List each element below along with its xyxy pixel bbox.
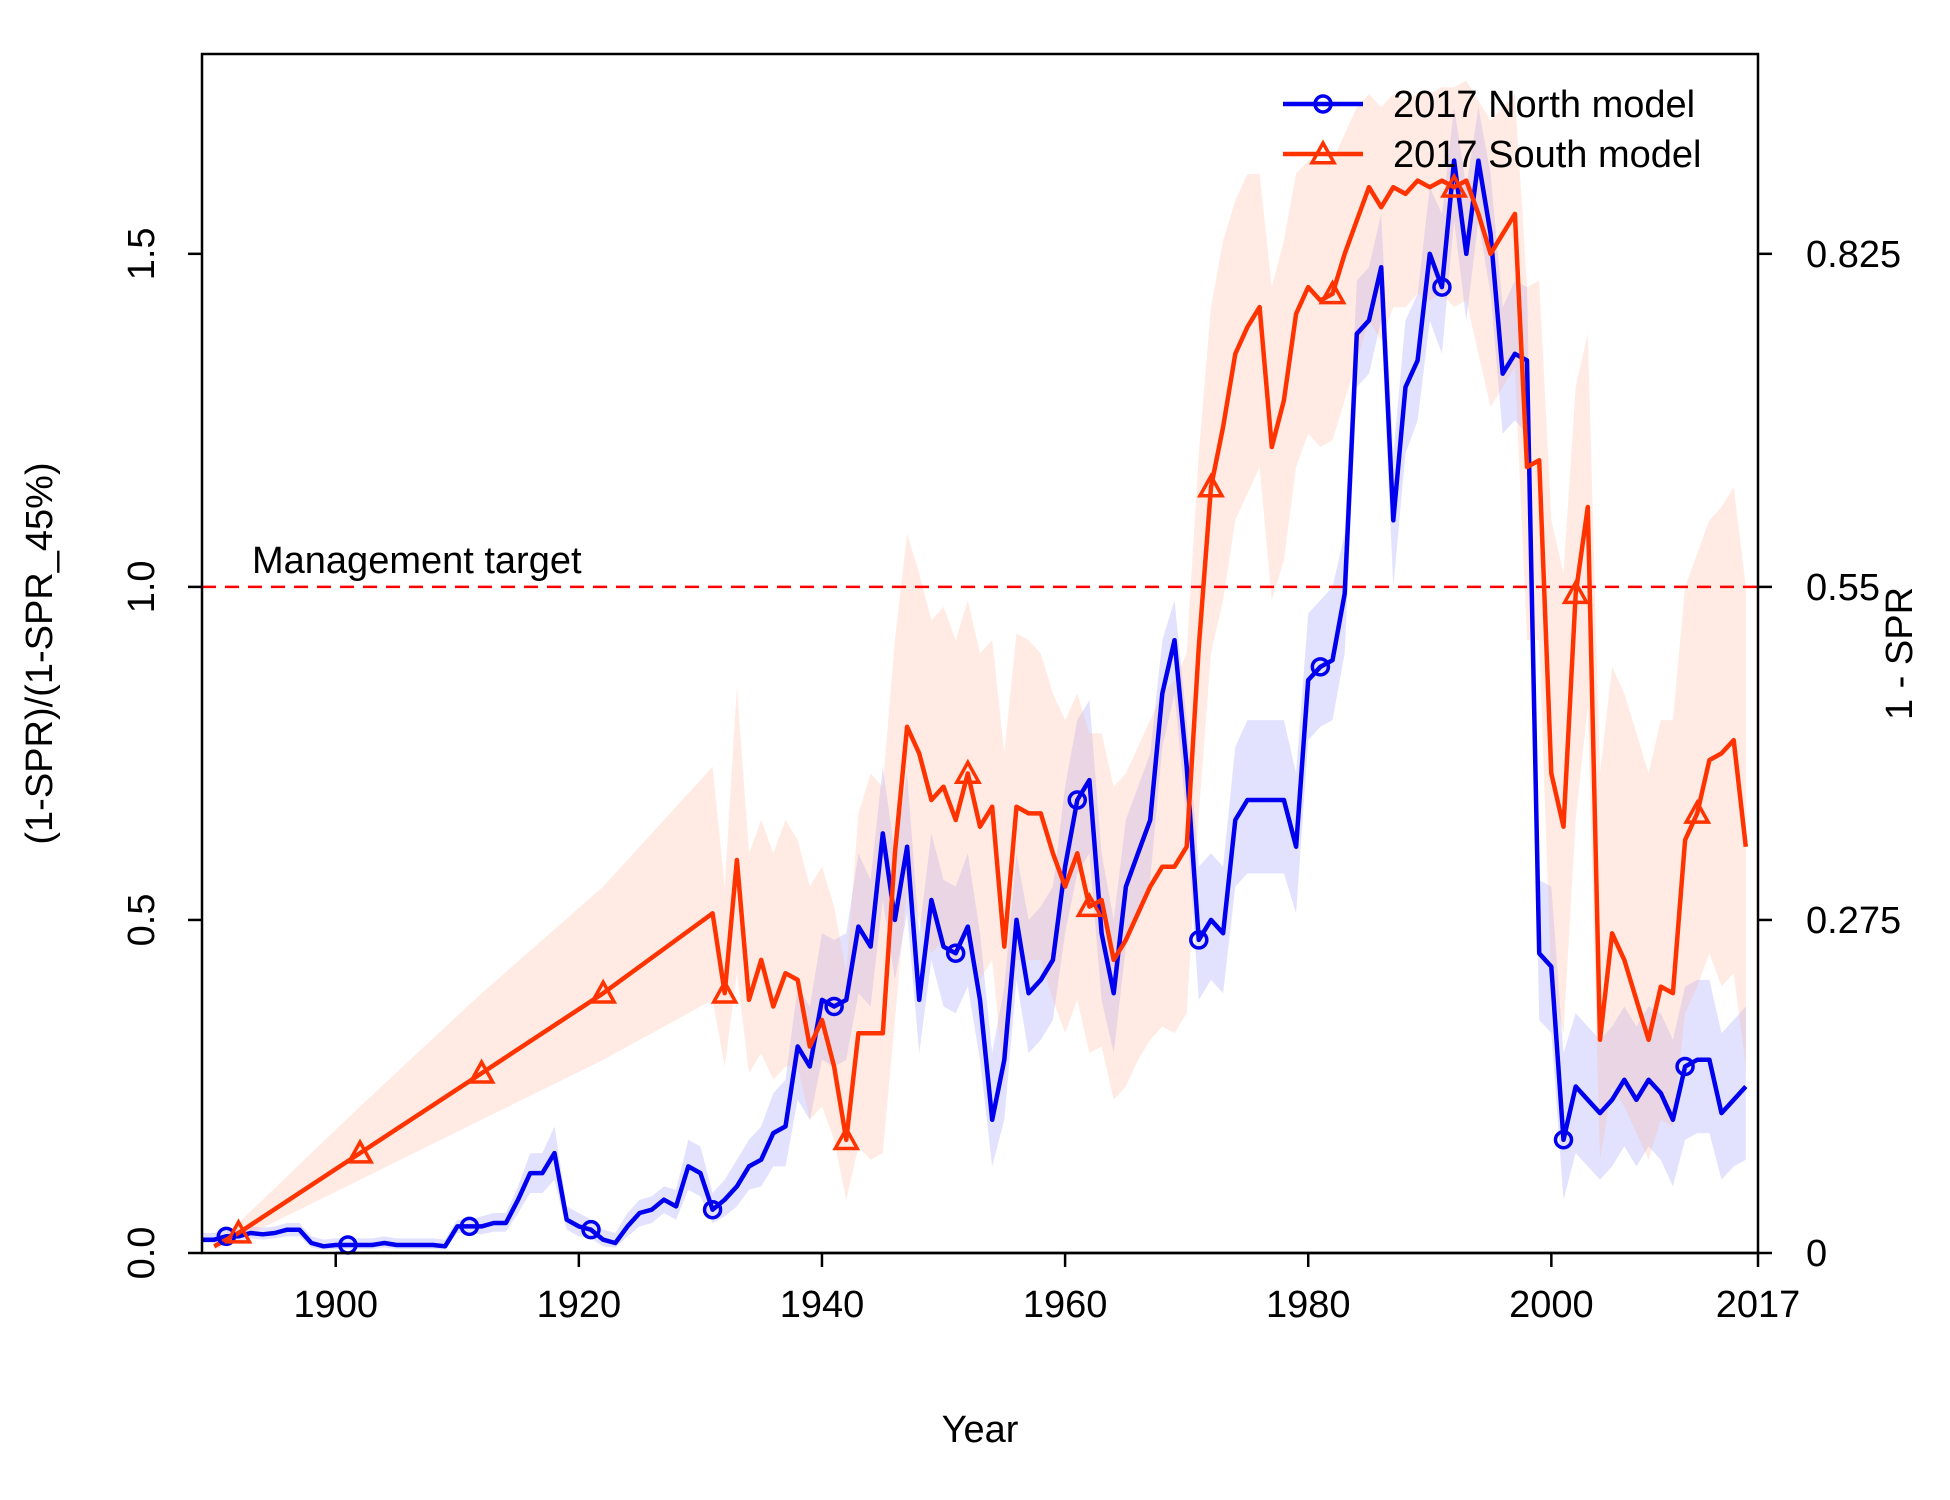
data-point-marker (467, 1058, 496, 1084)
x-axis: 1900 1920 1940 1960 1980 2000 2017 (293, 1251, 1801, 1326)
data-point-marker (1067, 790, 1087, 810)
data-point-marker (1561, 578, 1590, 605)
confidence-band-0 (202, 107, 1746, 1250)
data-point-marker (1432, 277, 1452, 297)
legend-label: 2017 North model (1393, 84, 1695, 126)
y2-tick-label: 0 (1806, 1233, 1827, 1275)
y2-tick-label: 0.275 (1806, 900, 1901, 942)
data-point-marker (832, 1125, 861, 1151)
data-point-marker (1075, 892, 1104, 918)
data-point-marker (1675, 1056, 1695, 1077)
series-lines (202, 158, 1749, 1249)
y-tick-label: 0.0 (121, 1227, 163, 1280)
data-point-marker (1310, 657, 1331, 677)
y2-tick-label: 0.825 (1806, 234, 1901, 276)
data-point-marker (1189, 930, 1209, 950)
x-tick-label: 1900 (293, 1284, 378, 1326)
y-tick-label: 1.5 (121, 227, 163, 280)
data-point-marker (216, 1226, 237, 1247)
x-tick-label: 2017 (1716, 1284, 1801, 1326)
data-point-marker (1440, 172, 1469, 198)
data-point-marker (702, 1199, 723, 1220)
data-point-marker (945, 943, 966, 963)
data-point-marker (459, 1216, 480, 1237)
x-tick-label: 1980 (1266, 1284, 1351, 1326)
data-point-marker (1196, 472, 1225, 498)
y-tick-label: 1.0 (121, 560, 163, 613)
legend-marker (1309, 139, 1337, 165)
series-markers (216, 172, 1712, 1255)
legend-marker (1313, 94, 1333, 114)
x-tick-label: 1940 (780, 1284, 865, 1326)
data-point-marker (581, 1219, 601, 1240)
data-point-marker (1683, 798, 1712, 824)
data-point-marker (346, 1138, 375, 1164)
y-axis-title-left: (1-SPR)/(1-SPR_45%) (19, 462, 61, 844)
y-axis-title-right: 1 - SPR (1879, 587, 1921, 720)
confidence-bands (202, 80, 1746, 1250)
data-point-marker (710, 978, 739, 1004)
legend-label: 2017 South model (1393, 134, 1701, 176)
x-tick-label: 1920 (537, 1284, 622, 1326)
data-point-marker (1553, 1130, 1574, 1150)
x-tick-label: 2000 (1509, 1284, 1594, 1326)
data-point-marker (589, 978, 618, 1004)
confidence-band-1 (214, 80, 1746, 1250)
y-tick-label: 0.5 (121, 894, 163, 947)
y-axis-right: 0 0.275 0.55 0.825 (1758, 234, 1901, 1275)
x-tick-label: 1960 (1023, 1284, 1108, 1326)
series-line-0 (202, 158, 1748, 1249)
y2-tick-label: 0.55 (1806, 567, 1880, 609)
legend: 2017 North model 2017 South model (1283, 84, 1701, 176)
data-point-marker (224, 1218, 253, 1244)
data-point-marker (824, 996, 844, 1017)
x-axis-title: Year (942, 1409, 1019, 1451)
data-point-marker (953, 758, 982, 784)
series-line-1 (213, 178, 1749, 1249)
data-point-marker (1318, 279, 1347, 305)
reference-line-label: Management target (252, 540, 582, 582)
y-axis-left: 0.0 0.5 1.0 1.5 (121, 227, 202, 1279)
